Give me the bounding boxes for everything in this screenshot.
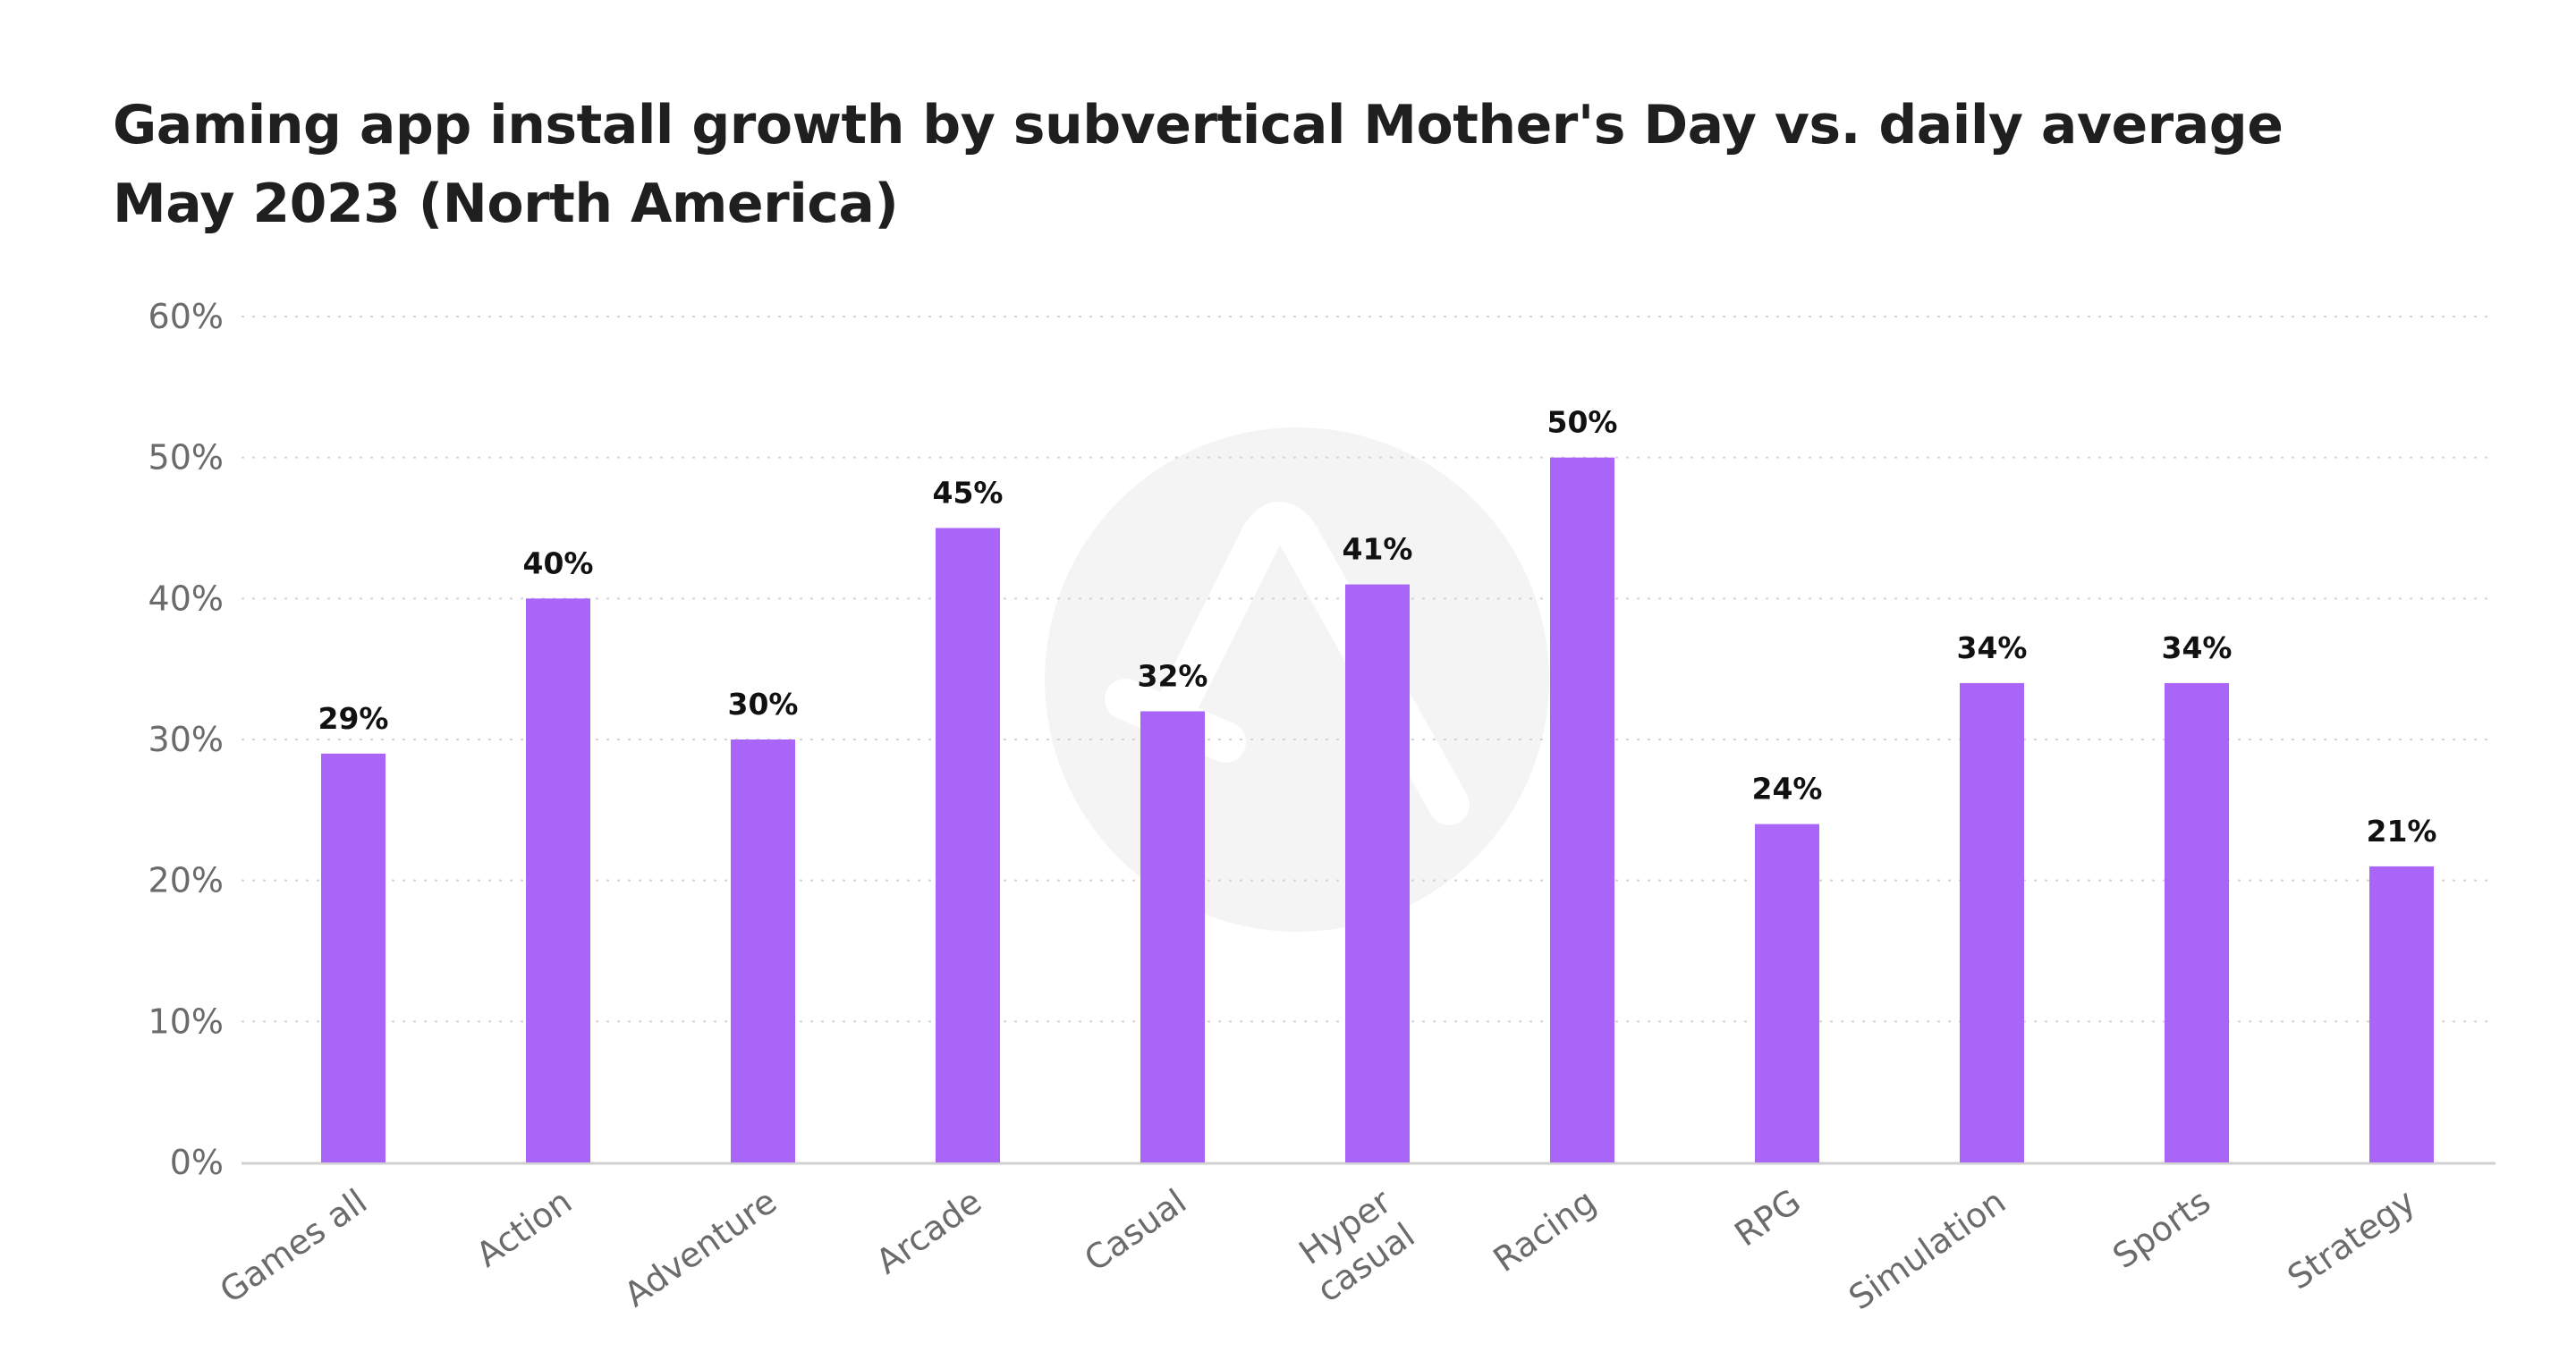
chart-title-line-1: Gaming app install growth by subvertical… bbox=[113, 94, 2284, 156]
y-tick-label: 60% bbox=[148, 297, 224, 336]
bar bbox=[1550, 457, 1614, 1163]
bar bbox=[1140, 711, 1205, 1162]
bar-value-label: 24% bbox=[1752, 772, 1823, 807]
bars bbox=[321, 457, 2434, 1163]
x-tick-label: Sports bbox=[2106, 1181, 2217, 1276]
x-tick-label: RPG bbox=[1727, 1181, 1808, 1254]
bar-value-label: 30% bbox=[728, 687, 799, 722]
x-tick-label: Hypercasual bbox=[1286, 1181, 1422, 1310]
x-tick-label: Arcade bbox=[869, 1181, 988, 1281]
bar bbox=[1755, 824, 1819, 1162]
bar-value-label: 32% bbox=[1138, 658, 1208, 693]
bar-value-label: 34% bbox=[2162, 630, 2233, 665]
bar bbox=[321, 753, 386, 1162]
bar bbox=[2369, 866, 2434, 1162]
chart-title: Gaming app install growth by subvertical… bbox=[113, 86, 2438, 243]
bar bbox=[526, 598, 590, 1162]
y-tick-label: 10% bbox=[148, 1001, 224, 1041]
y-axis-ticks: 0% 10% 20% 30% 40% 50% 60% bbox=[148, 297, 224, 1182]
bar-value-label: 21% bbox=[2367, 814, 2437, 849]
bar-value-label: 50% bbox=[1547, 405, 1618, 440]
y-tick-label: 30% bbox=[148, 720, 224, 759]
category-labels: Games all Action Adventure Arcade Casual Hype… bbox=[213, 1181, 2422, 1317]
bar bbox=[1960, 682, 2024, 1162]
x-tick-label: Simulation bbox=[1842, 1181, 2012, 1317]
y-tick-label: 0% bbox=[170, 1143, 224, 1182]
x-tick-label: Games all bbox=[213, 1181, 374, 1311]
bar-value-label: 45% bbox=[933, 476, 1004, 511]
y-tick-label: 20% bbox=[148, 861, 224, 900]
bar bbox=[731, 739, 795, 1162]
x-tick-label: Adventure bbox=[617, 1181, 784, 1314]
y-tick-label: 50% bbox=[148, 438, 224, 477]
bar bbox=[936, 528, 1000, 1162]
bar-value-label: 29% bbox=[318, 701, 389, 736]
bar bbox=[1345, 584, 1410, 1162]
x-tick-label: Strategy bbox=[2281, 1181, 2423, 1297]
x-tick-label: Action bbox=[469, 1181, 579, 1274]
bar-value-label: 41% bbox=[1343, 532, 1413, 567]
x-tick-label: Racing bbox=[1487, 1181, 1604, 1280]
y-tick-label: 40% bbox=[148, 579, 224, 618]
value-labels: 29% 40% 30% 45% 32% 41% 50% 24% 34% 34% 21% bbox=[318, 405, 2437, 849]
x-tick-label: Casual bbox=[1077, 1181, 1193, 1279]
bar bbox=[2165, 682, 2229, 1162]
bar-value-label: 34% bbox=[1957, 630, 2028, 665]
logo-watermark-icon bbox=[1045, 427, 1549, 932]
chart-title-line-2: May 2023 (North America) bbox=[113, 173, 899, 235]
bar-value-label: 40% bbox=[523, 545, 594, 580]
